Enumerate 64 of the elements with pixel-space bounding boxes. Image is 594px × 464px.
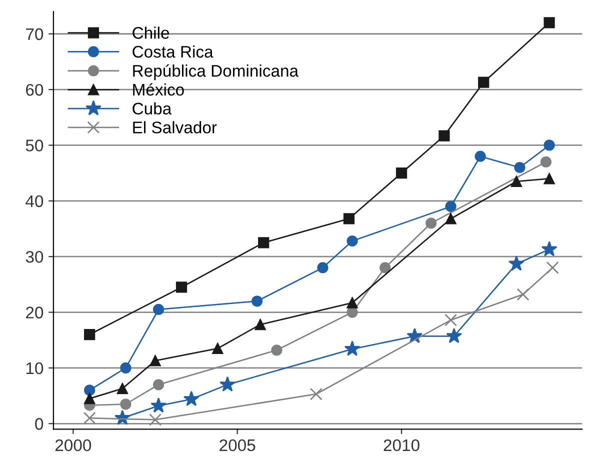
y-tick-label: 60 xyxy=(26,84,44,96)
point xyxy=(220,376,236,392)
point xyxy=(508,255,524,271)
point xyxy=(254,318,266,330)
point xyxy=(380,262,391,274)
point xyxy=(84,328,96,340)
point xyxy=(176,282,188,293)
point xyxy=(544,140,555,151)
point xyxy=(346,235,358,247)
x-tick-label: 2005 xyxy=(220,439,256,452)
point xyxy=(84,393,96,404)
point xyxy=(116,383,128,394)
point xyxy=(514,162,526,174)
point xyxy=(258,237,270,248)
point xyxy=(346,306,358,318)
y-tick-label: 70 xyxy=(26,28,44,40)
legend-label: México xyxy=(133,83,184,96)
point xyxy=(83,412,96,424)
legend-label: Costa Rica xyxy=(132,45,214,58)
y-tick-label: 0 xyxy=(35,418,44,430)
y-tick-label: 30 xyxy=(26,250,44,263)
point xyxy=(84,384,96,396)
point xyxy=(544,173,555,184)
point xyxy=(540,156,552,168)
x-tick-label: 2000 xyxy=(55,439,92,452)
point xyxy=(444,314,458,326)
point xyxy=(474,150,486,162)
y-tick-label: 40 xyxy=(26,195,44,208)
point xyxy=(149,413,162,426)
point xyxy=(344,340,360,356)
point xyxy=(445,213,456,224)
point xyxy=(310,388,322,400)
point xyxy=(438,130,450,142)
y-tick-label: 50 xyxy=(26,140,44,152)
point xyxy=(396,168,408,179)
point xyxy=(150,355,161,366)
point xyxy=(546,261,559,274)
point xyxy=(541,241,558,256)
point xyxy=(150,397,166,413)
point xyxy=(346,297,358,308)
point xyxy=(426,218,437,229)
point xyxy=(271,344,282,356)
y-tick-label: 10 xyxy=(26,362,44,374)
legend-label: República Dominicana xyxy=(133,64,299,80)
point xyxy=(183,390,200,406)
point xyxy=(120,362,132,374)
point xyxy=(251,296,263,307)
point xyxy=(510,176,522,187)
point xyxy=(343,213,355,224)
legend-label: Chile xyxy=(132,26,170,39)
point xyxy=(152,304,164,316)
x-tick-label: 2010 xyxy=(384,439,420,452)
point xyxy=(212,342,224,354)
point xyxy=(120,398,132,410)
legend-label: El Salvador xyxy=(133,121,217,134)
point xyxy=(446,328,462,344)
point xyxy=(317,262,328,274)
y-tick-label: 20 xyxy=(26,306,44,318)
point xyxy=(478,76,490,88)
point xyxy=(544,17,555,28)
point xyxy=(516,288,530,301)
legend-label: Cuba xyxy=(132,102,172,115)
point xyxy=(152,379,164,390)
point xyxy=(445,200,456,212)
